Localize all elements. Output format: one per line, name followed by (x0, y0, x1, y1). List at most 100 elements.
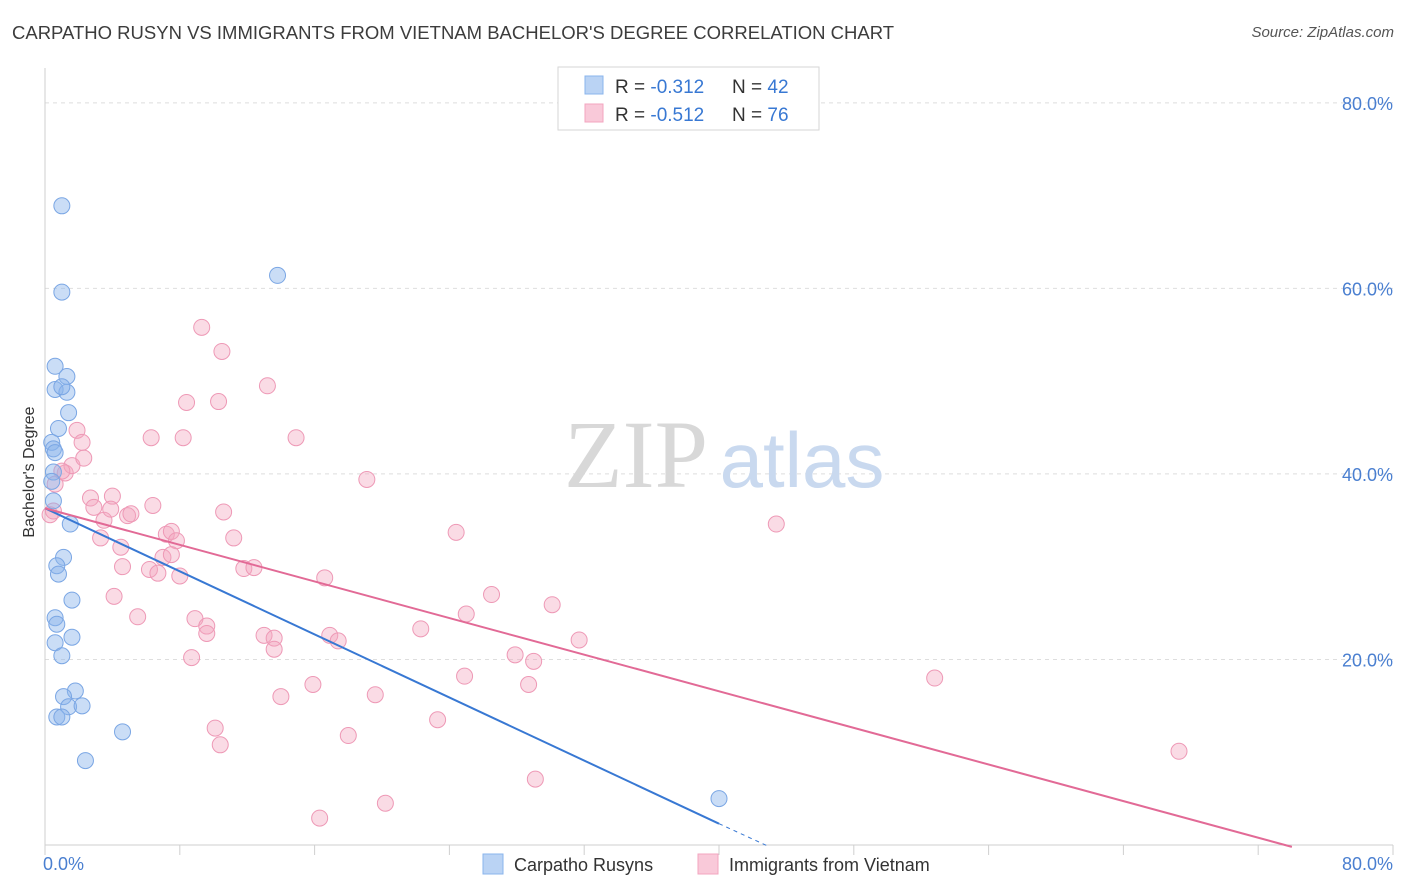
y-axis-tick-labels: 20.0% 40.0% 60.0% 80.0% (1342, 94, 1393, 671)
x-tick-label-max: 80.0% (1342, 854, 1393, 874)
vietnam-point (570, 631, 588, 649)
vietnam-point (258, 377, 276, 395)
vietnam-point (767, 515, 785, 533)
vietnam-point (457, 605, 475, 623)
carpatho-rusyn-point (46, 609, 64, 627)
vietnam-point (225, 529, 243, 547)
svg-text:N = 42: N = 42 (732, 77, 789, 98)
vietnam-point (358, 470, 376, 488)
carpatho-rusyn-point (76, 752, 94, 770)
trend-lines (44, 507, 1293, 848)
y-tick-label-40: 40.0% (1342, 465, 1393, 485)
svg-text:N = 76: N = 76 (732, 105, 789, 126)
vietnam-point (304, 676, 322, 694)
vietnam-point (103, 487, 121, 505)
svg-text:R = -0.312: R = -0.312 (615, 77, 704, 98)
y-axis-title: Bachelor's Degree (21, 406, 38, 537)
vietnam-point (140, 560, 158, 578)
vietnam-point (183, 649, 201, 667)
bottom-legend-blue-swatch (482, 853, 504, 875)
vietnam-point (366, 686, 384, 704)
carpatho-rusyn-point (43, 433, 61, 451)
carpatho-rusyn-trend-line (44, 507, 720, 825)
carpatho-rusyn-point (46, 444, 64, 462)
vietnam-point (447, 523, 465, 541)
vietnam-point (245, 559, 263, 577)
vietnam-point (193, 318, 211, 336)
axes (44, 68, 1394, 855)
vietnam-point (142, 429, 160, 447)
carpatho-rusyn-point (710, 790, 728, 808)
watermark-atlas: atlas (720, 416, 885, 504)
y-tick-label-80: 80.0% (1342, 94, 1393, 114)
vietnam-point (215, 503, 233, 521)
vietnam-point (198, 617, 216, 635)
carpatho-rusyn-point (55, 688, 73, 706)
vietnam-point (311, 809, 329, 827)
vietnam-point (206, 719, 224, 737)
carpatho-rusyn-point (53, 283, 71, 301)
carpatho-rusyn-point (73, 697, 91, 715)
carpatho-rusyn-point (46, 357, 64, 375)
vietnam-point (1170, 742, 1188, 760)
vietnam-point (456, 667, 474, 685)
vietnam-point (316, 569, 334, 587)
vietnam-point (543, 596, 561, 614)
vietnam-point (174, 429, 192, 447)
legend-n-label-1: N = (732, 77, 767, 98)
vietnam-point (210, 393, 228, 411)
vietnam-point (122, 505, 140, 523)
svg-text:R = -0.512: R = -0.512 (615, 105, 704, 126)
carpatho-rusyn-point (44, 492, 62, 510)
vietnam-point (149, 564, 167, 582)
legend-n-label-2: N = (732, 105, 767, 126)
carpatho-rusyn-trend-extension (718, 823, 770, 848)
legend-n-value-2: 76 (767, 105, 788, 126)
bottom-legend-label-1: Carpatho Rusyns (514, 855, 653, 875)
vietnam-point (272, 688, 290, 706)
gridlines (45, 102, 1393, 660)
vietnam-point (198, 624, 216, 642)
vietnam-point (85, 498, 103, 516)
vietnam-point (255, 626, 273, 644)
vietnam-point (376, 794, 394, 812)
vietnam-point (213, 342, 231, 360)
vietnam-point (483, 586, 501, 604)
y-tick-label-60: 60.0% (1342, 279, 1393, 299)
vietnam-point (926, 669, 944, 687)
carpatho-rusyn-point (48, 708, 66, 726)
vietnam-point (287, 429, 305, 447)
vietnam-point (211, 736, 229, 754)
vietnam-point (265, 640, 283, 658)
carpatho-rusyn-point (60, 698, 78, 716)
vietnam-point (75, 449, 93, 467)
legend-n-value-1: 42 (767, 77, 788, 98)
vietnam-point (162, 546, 180, 564)
carpatho-rusyn-point (48, 615, 66, 633)
x-axis-tick-labels: 0.0% 80.0% (43, 854, 1393, 874)
vietnam-point (525, 652, 543, 670)
chart-source: Source: ZipAtlas.com (1251, 24, 1394, 41)
bottom-legend-pink-swatch (697, 853, 719, 875)
carpatho-rusyn-point (49, 419, 67, 437)
vietnam-point (526, 770, 544, 788)
carpatho-rusyn-point (48, 557, 66, 575)
legend-pink-swatch (584, 103, 604, 123)
carpatho-rusyn-point (53, 708, 71, 726)
vietnam-point (162, 522, 180, 540)
y-tick-label-20: 20.0% (1342, 650, 1393, 670)
legend-r-value-1: -0.312 (650, 77, 704, 98)
carpatho-rusyn-point (43, 472, 61, 490)
vietnam-point (339, 727, 357, 745)
carpatho-rusyn-point (53, 197, 71, 215)
vietnam-point (144, 496, 162, 514)
carpatho-rusyn-point (269, 266, 287, 284)
carpatho-rusyn-point (63, 628, 81, 646)
vietnam-point (520, 676, 538, 694)
watermark-zip: ZIP (564, 401, 708, 508)
series-legend: Carpatho Rusyns Immigrants from Vietnam (482, 853, 930, 875)
legend-blue-swatch (584, 75, 604, 95)
vietnam-trend-line (44, 507, 1293, 848)
carpatho-rusyn-point (114, 723, 132, 741)
